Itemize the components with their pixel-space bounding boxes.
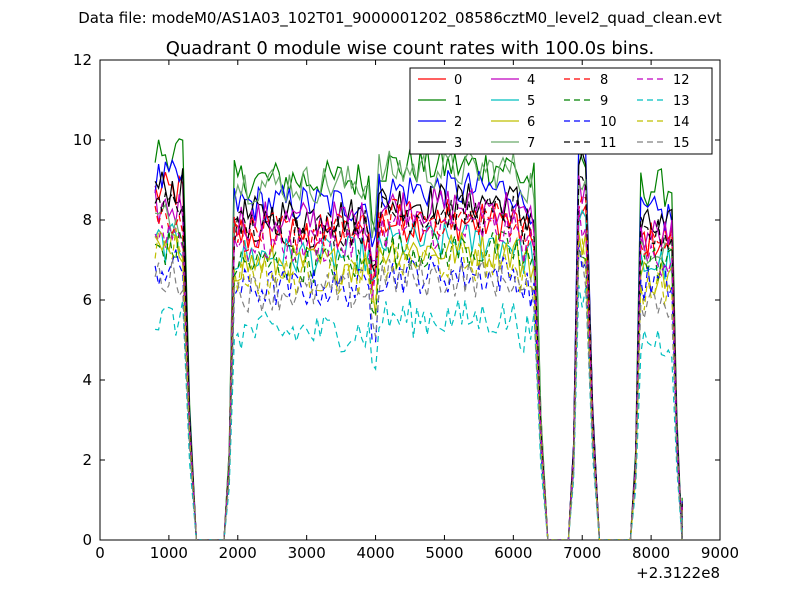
x-tick-label: 0 — [95, 544, 105, 562]
legend-label-14: 14 — [673, 115, 690, 130]
x-tick-label: 4000 — [356, 544, 394, 562]
y-tick-label: 4 — [82, 371, 92, 389]
x-tick-label: 7000 — [563, 544, 601, 562]
legend-label-11: 11 — [600, 136, 617, 151]
legend-label-3: 3 — [454, 136, 462, 151]
x-axis-offset-label: +2.3122e8 — [636, 564, 720, 582]
legend-label-4: 4 — [527, 73, 535, 88]
legend-label-10: 10 — [600, 115, 617, 130]
x-tick-label: 5000 — [425, 544, 463, 562]
legend-label-8: 8 — [600, 73, 608, 88]
series-line-13 — [155, 285, 683, 540]
legend-label-7: 7 — [527, 136, 535, 151]
chart-title: Quadrant 0 module wise count rates with … — [166, 38, 655, 59]
x-tick-label: 3000 — [288, 544, 326, 562]
legend-label-1: 1 — [454, 94, 462, 109]
series-line-14 — [154, 228, 683, 540]
y-tick-label: 12 — [73, 51, 92, 69]
legend-label-2: 2 — [454, 115, 462, 130]
y-tick-label: 6 — [82, 291, 92, 309]
x-axis: 0 1000 2000 3000 4000 5000 6000 7000 8000 9000 — [95, 60, 739, 562]
x-tick-label: 1000 — [150, 544, 188, 562]
legend-label-12: 12 — [673, 73, 690, 88]
series-line-8 — [154, 194, 683, 540]
y-tick-label: 2 — [82, 451, 92, 469]
series-lines — [154, 136, 683, 540]
x-tick-label: 6000 — [494, 544, 532, 562]
y-tick-label: 0 — [82, 531, 92, 549]
legend-box — [409, 67, 713, 155]
legend-label-0: 0 — [454, 73, 462, 88]
y-tick-label: 8 — [82, 211, 92, 229]
x-tick-label: 2000 — [219, 544, 257, 562]
y-tick-label: 10 — [73, 131, 92, 149]
legend-label-5: 5 — [527, 94, 535, 109]
legend-label-13: 13 — [673, 94, 690, 109]
legend-label-9: 9 — [600, 94, 608, 109]
legend-label-15: 15 — [673, 136, 690, 151]
legend-label-6: 6 — [527, 115, 535, 130]
suptitle: Data file: modeM0/AS1A03_102T01_90000012… — [78, 9, 722, 28]
series-line-15 — [154, 248, 683, 540]
x-tick-label: 9000 — [701, 544, 739, 562]
x-tick-label: 8000 — [632, 544, 670, 562]
